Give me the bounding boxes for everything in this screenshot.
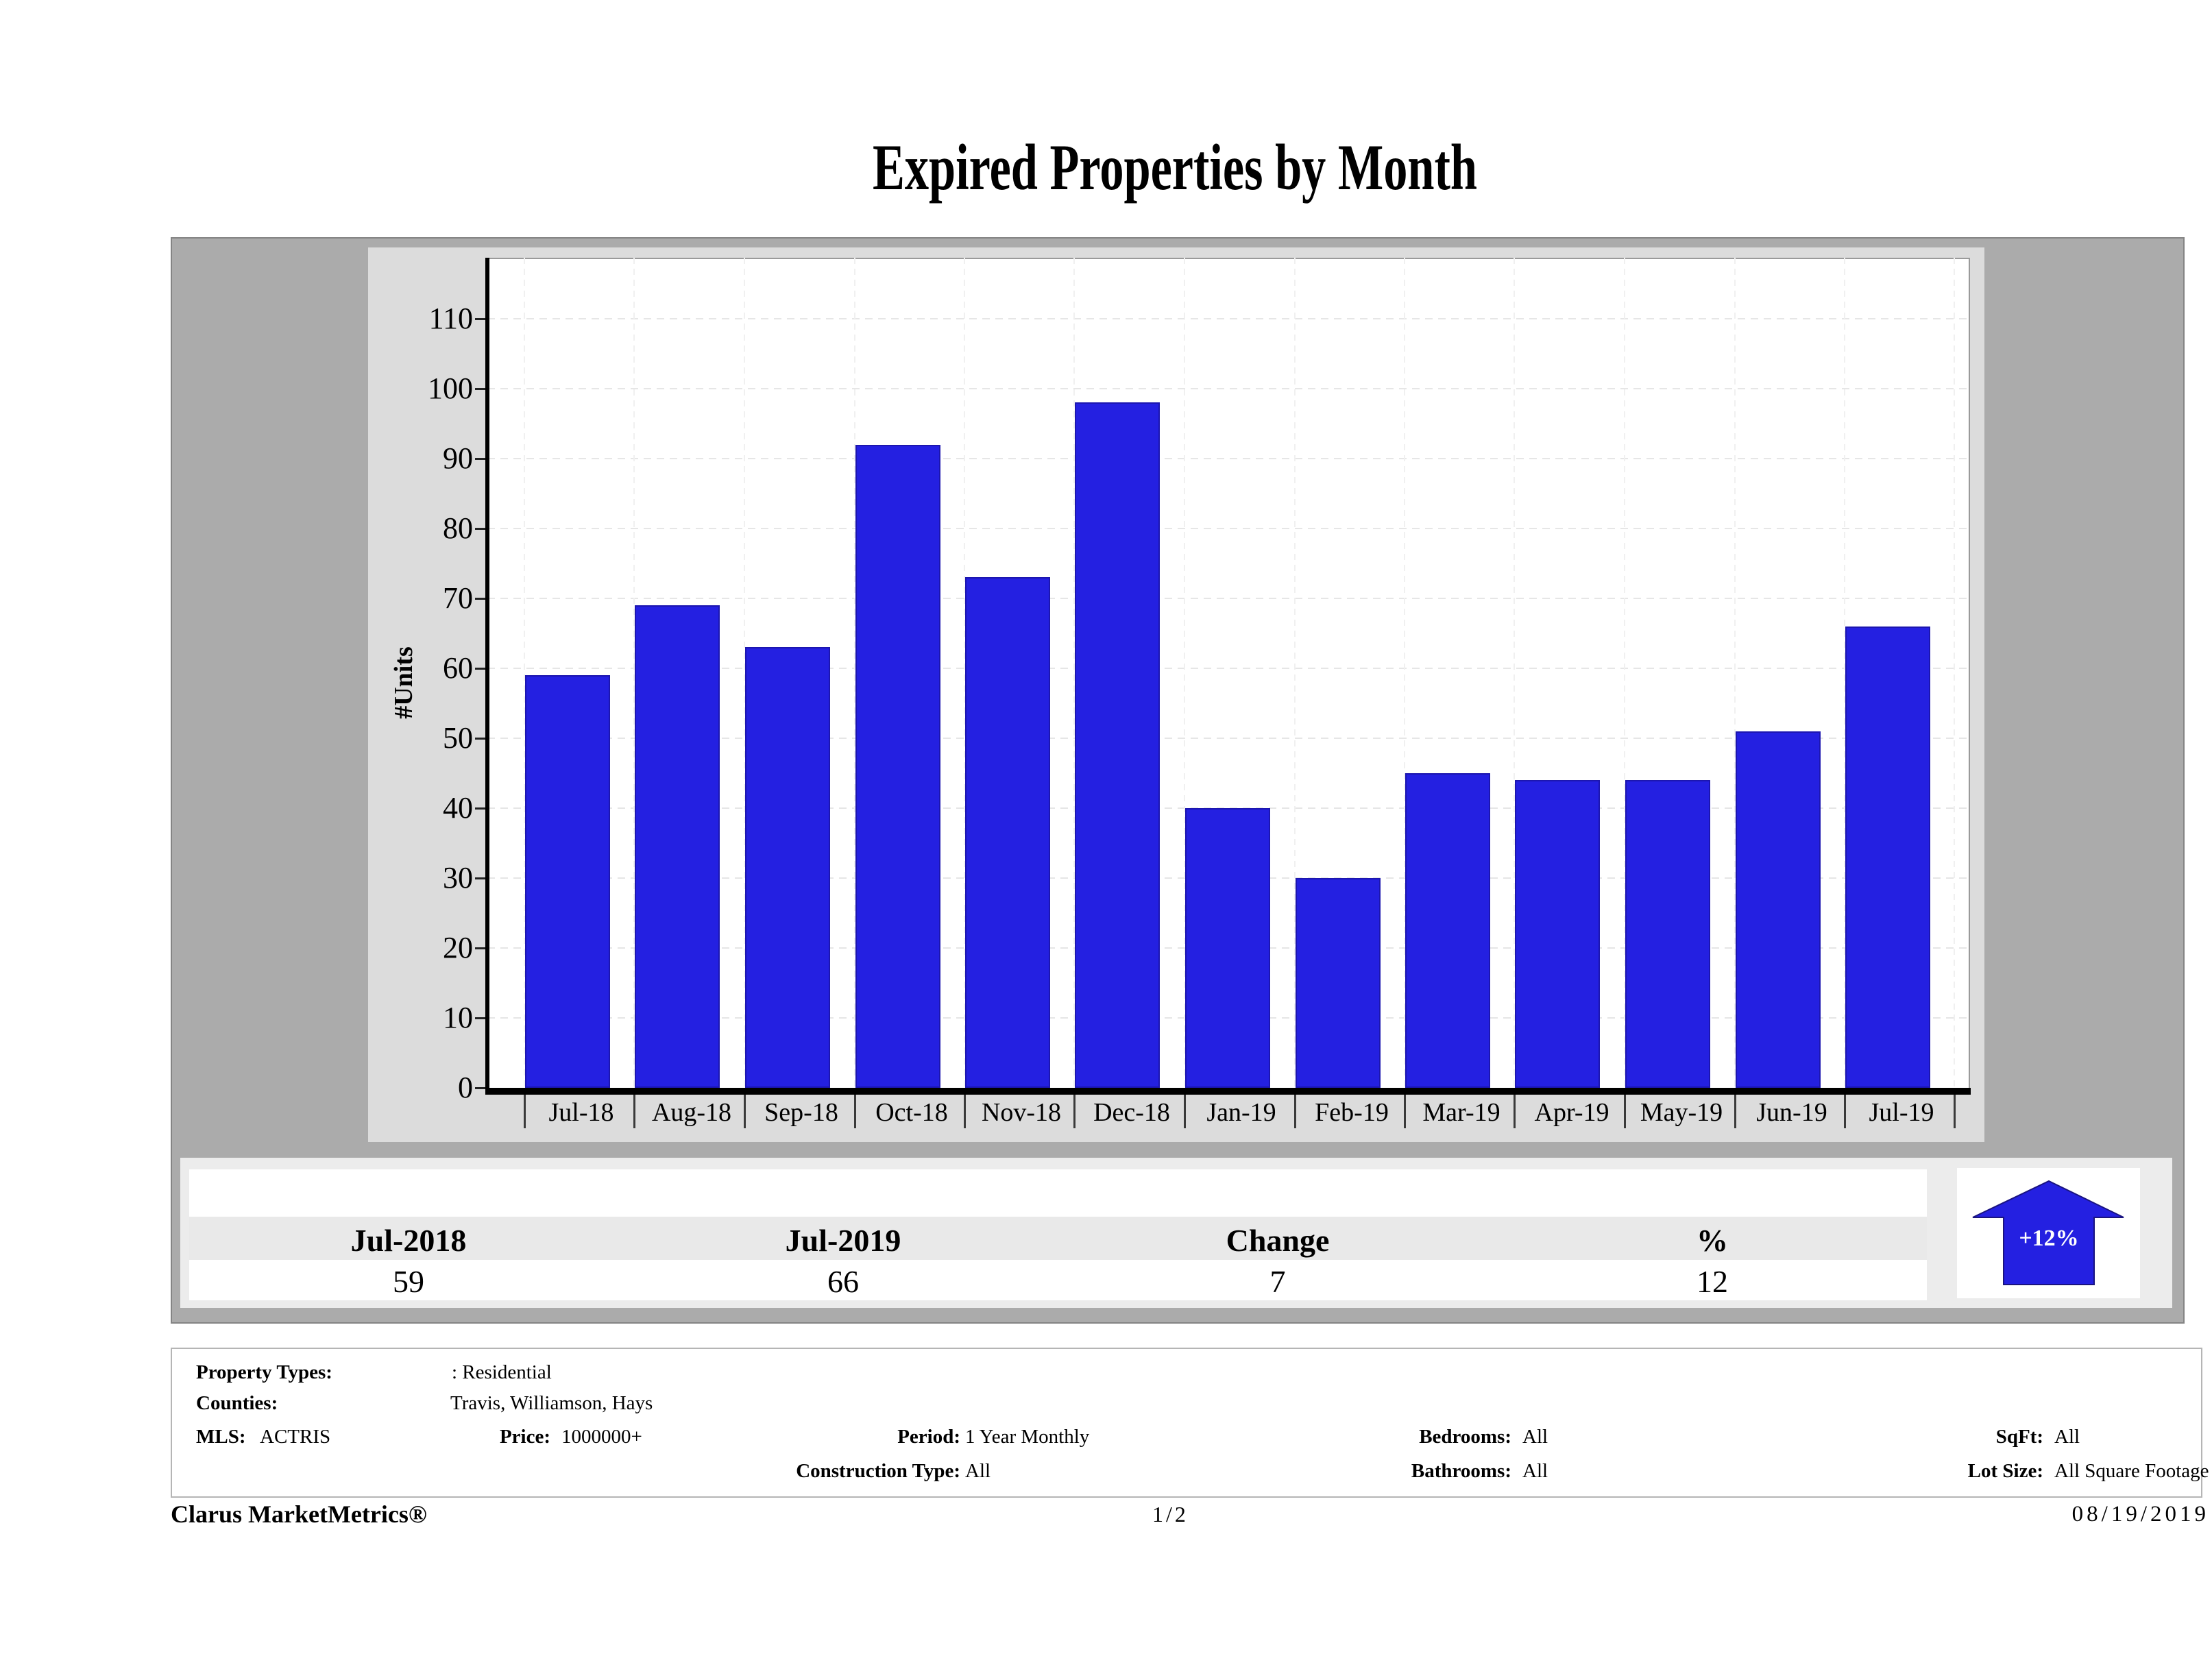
svg-text:+12%: +12% [2019,1226,2078,1251]
